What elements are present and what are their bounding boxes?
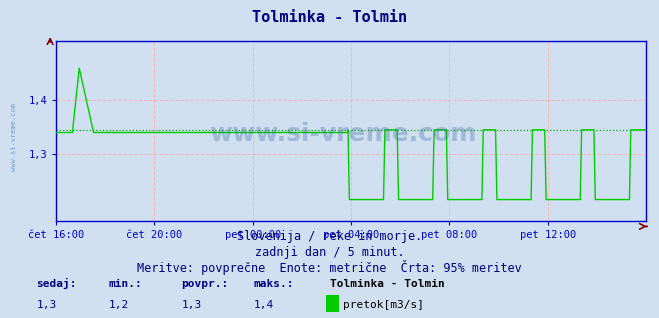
Text: Tolminka - Tolmin: Tolminka - Tolmin	[252, 10, 407, 25]
Text: Slovenija / reke in morje.: Slovenija / reke in morje.	[237, 231, 422, 243]
Text: zadnji dan / 5 minut.: zadnji dan / 5 minut.	[254, 246, 405, 259]
Text: Tolminka - Tolmin: Tolminka - Tolmin	[330, 280, 444, 289]
Text: sedaj:: sedaj:	[36, 278, 76, 289]
Text: 1,3: 1,3	[181, 300, 202, 310]
Text: pretok[m3/s]: pretok[m3/s]	[343, 300, 424, 310]
Text: 1,2: 1,2	[109, 300, 129, 310]
Text: min.:: min.:	[109, 280, 142, 289]
Text: 1,4: 1,4	[254, 300, 274, 310]
Text: maks.:: maks.:	[254, 280, 294, 289]
Text: Meritve: povprečne  Enote: metrične  Črta: 95% meritev: Meritve: povprečne Enote: metrične Črta:…	[137, 260, 522, 275]
Text: 1,3: 1,3	[36, 300, 57, 310]
Text: povpr.:: povpr.:	[181, 280, 229, 289]
Text: www.si-vreme.com: www.si-vreme.com	[209, 121, 476, 146]
Text: www.si-vreme.com: www.si-vreme.com	[11, 103, 18, 171]
